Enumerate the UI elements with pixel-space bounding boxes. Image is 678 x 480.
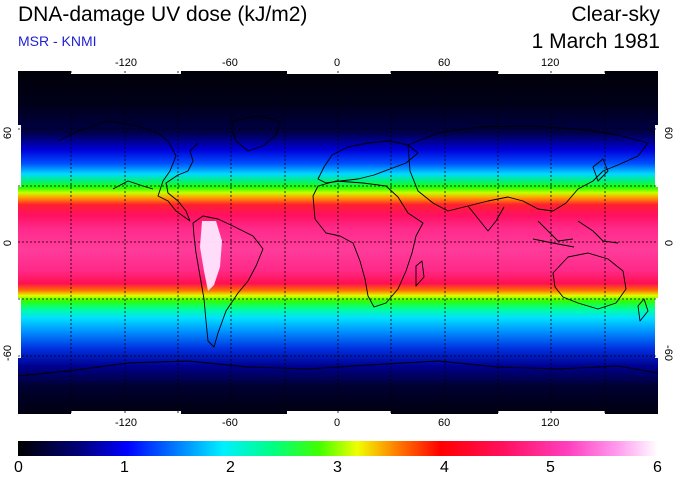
- map-overlay: [18, 71, 658, 414]
- lon-tick-top: -60: [222, 57, 238, 69]
- lat-tick-left: 60: [2, 126, 15, 140]
- andes-highlight: [200, 221, 222, 291]
- colorbar-label: 0: [14, 459, 23, 476]
- map-source: MSR - KNMI: [18, 33, 97, 49]
- colorbar-label: 6: [653, 459, 662, 476]
- map-date: 1 March 1981: [531, 30, 660, 53]
- lat-tick-right: 60: [662, 126, 675, 140]
- lat-tick-left: -60: [1, 345, 14, 361]
- lon-tick-bottom: -120: [115, 417, 138, 429]
- colorbar-label: 4: [440, 459, 449, 476]
- map-frame-ticks: [18, 71, 658, 414]
- coastlines: [18, 115, 658, 377]
- lon-tick-bottom: -60: [222, 417, 238, 429]
- lon-tick-top: -120: [115, 57, 138, 69]
- lon-tick-top: 120: [541, 57, 560, 69]
- map-title: DNA-damage UV dose (kJ/m2): [18, 3, 308, 26]
- map-gridlines: [18, 71, 658, 414]
- lat-tick-right: -60: [661, 345, 674, 361]
- lon-tick-bottom: 60: [438, 417, 451, 429]
- colorbar: [18, 441, 658, 456]
- lon-tick-top: 60: [438, 57, 451, 69]
- lat-tick-right: 0: [662, 239, 675, 247]
- colorbar-label: 2: [226, 459, 235, 476]
- lon-tick-top: 0: [334, 57, 341, 69]
- lon-tick-bottom: 120: [541, 417, 560, 429]
- lat-tick-left: 0: [2, 239, 15, 247]
- colorbar-label: 1: [120, 459, 129, 476]
- lon-tick-bottom: 0: [334, 417, 341, 429]
- colorbar-label: 5: [546, 459, 555, 476]
- uv-dose-map: [18, 71, 658, 414]
- sky-condition: Clear-sky: [571, 3, 660, 26]
- colorbar-label: 3: [333, 459, 342, 476]
